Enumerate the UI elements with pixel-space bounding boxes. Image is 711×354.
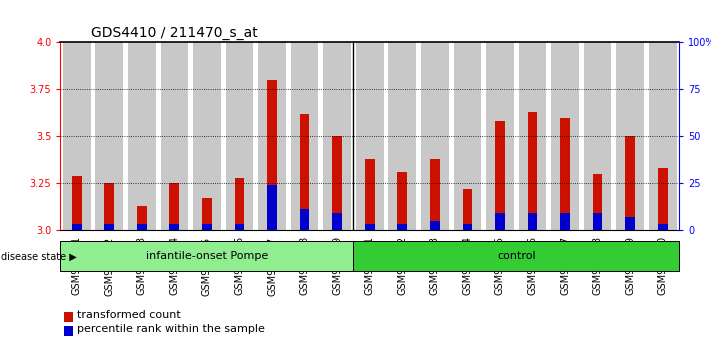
Bar (300, 210, 309, 230)
Bar (528, 112, 538, 230)
Text: GDS4410 / 211470_s_at: GDS4410 / 211470_s_at (91, 26, 258, 40)
Bar (353, 241, 679, 271)
Bar (495, 121, 505, 230)
Bar (356, 42, 383, 230)
Bar (616, 42, 644, 230)
Bar (462, 224, 472, 230)
Bar (324, 42, 351, 230)
Bar (593, 174, 602, 230)
Bar (137, 224, 146, 230)
Bar (267, 80, 277, 230)
Bar (291, 42, 319, 230)
Bar (258, 42, 286, 230)
Text: transformed count: transformed count (77, 310, 181, 320)
Bar (235, 224, 245, 230)
Bar (60, 241, 353, 271)
Bar (72, 224, 82, 230)
Bar (105, 183, 114, 230)
Text: disease state ▶: disease state ▶ (1, 252, 77, 262)
Bar (161, 42, 188, 230)
Bar (202, 198, 212, 230)
Bar (551, 42, 579, 230)
Bar (63, 42, 90, 230)
Bar (332, 136, 342, 230)
Text: percentile rank within the sample: percentile rank within the sample (77, 324, 264, 334)
Bar (421, 42, 449, 230)
Bar (95, 42, 123, 230)
Bar (105, 224, 114, 230)
Bar (365, 159, 375, 230)
Bar (388, 42, 416, 230)
Bar (649, 42, 677, 230)
Bar (430, 159, 439, 230)
Bar (486, 42, 514, 230)
Bar (397, 172, 407, 230)
Bar (137, 206, 146, 230)
Bar (584, 42, 611, 230)
Bar (658, 168, 668, 230)
Text: control: control (497, 251, 535, 261)
Bar (128, 42, 156, 230)
Bar (202, 224, 212, 230)
Bar (430, 221, 439, 230)
Bar (193, 42, 221, 230)
Bar (658, 224, 668, 230)
Bar (454, 42, 481, 230)
Bar (518, 42, 546, 230)
Bar (235, 178, 245, 230)
Text: infantile-onset Pompe: infantile-onset Pompe (146, 251, 268, 261)
Bar (593, 213, 602, 230)
Bar (397, 224, 407, 230)
Bar (72, 176, 82, 230)
Bar (528, 213, 538, 230)
Bar (225, 42, 253, 230)
Bar (169, 183, 179, 230)
Bar (560, 213, 570, 230)
Bar (625, 217, 635, 230)
Bar (267, 185, 277, 230)
Bar (625, 136, 635, 230)
Bar (365, 224, 375, 230)
Bar (495, 213, 505, 230)
Bar (462, 189, 472, 230)
Bar (332, 213, 342, 230)
Bar (169, 224, 179, 230)
Bar (560, 118, 570, 230)
Bar (300, 114, 309, 230)
